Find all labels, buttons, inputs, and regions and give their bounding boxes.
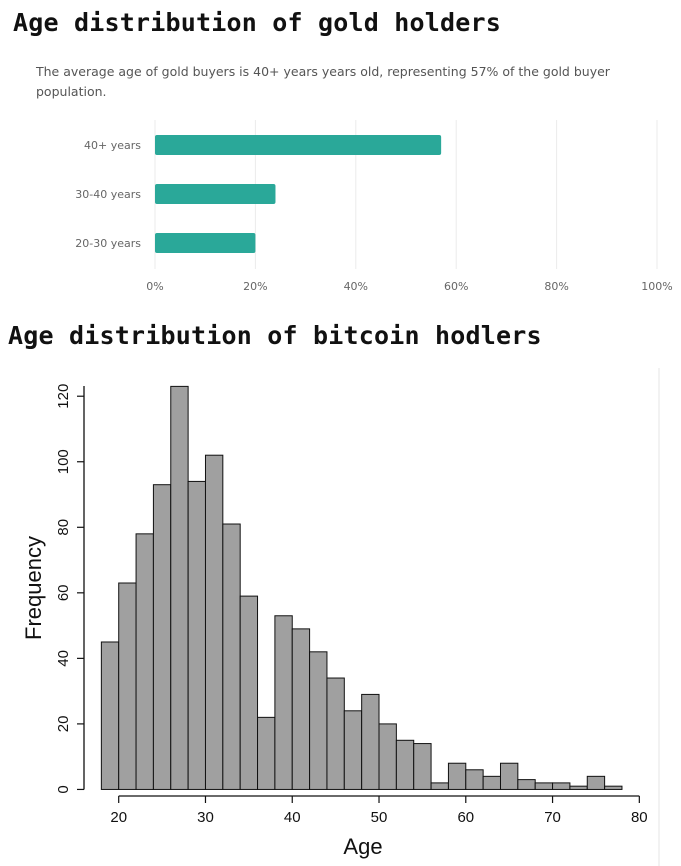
histogram-bar <box>413 743 432 790</box>
x-tick-label: 20% <box>243 280 267 293</box>
histogram-bar <box>100 641 120 790</box>
category-label: 30-40 years <box>75 188 141 201</box>
histogram-bar <box>222 523 241 790</box>
histogram-bar <box>239 595 259 790</box>
histogram-bar <box>170 385 189 790</box>
x-tick-label: 60 <box>457 809 474 826</box>
histogram-bar <box>187 480 206 790</box>
x-tick-label: 40% <box>344 280 368 293</box>
histogram-bar <box>118 582 137 790</box>
histogram-bar <box>604 785 623 790</box>
histogram-bar <box>534 782 554 790</box>
x-tick-label: 20 <box>110 809 127 826</box>
y-tick-label: 80 <box>55 519 72 536</box>
histogram-bar <box>135 533 154 790</box>
gold-bar-chart: 40+ years 30-40 years 20-30 years 0% 20% 40%… <box>75 120 673 293</box>
histogram-bar <box>152 484 172 790</box>
x-tick-label: 60% <box>444 280 468 293</box>
histogram-bar <box>204 454 224 790</box>
bar <box>155 184 276 204</box>
histogram-bar <box>309 651 328 790</box>
histogram-bar <box>447 762 467 790</box>
histogram-bar <box>395 739 415 790</box>
category-label: 40+ years <box>84 139 141 152</box>
bitcoin-histogram: 0 20 40 60 80 100 120 20 30 40 50 60 70 80 Frequency… <box>21 368 660 866</box>
x-tick-label: 0% <box>146 280 163 293</box>
histogram-bar <box>482 775 501 790</box>
gold-chart-description: The average age of gold buyers is 40+ ye… <box>36 64 610 99</box>
histogram-bar <box>257 716 276 790</box>
histogram-bar <box>361 693 380 790</box>
y-tick-label: 100 <box>55 449 72 474</box>
x-tick-label: 50 <box>371 809 388 826</box>
histogram-bar <box>465 769 484 790</box>
histogram-bar <box>291 628 311 790</box>
histogram-bar <box>343 710 363 790</box>
histogram-bar <box>552 782 571 790</box>
y-tick-label: 20 <box>55 716 72 733</box>
histogram-bar <box>499 762 519 790</box>
bar <box>155 135 442 155</box>
histogram-bar <box>274 615 293 790</box>
y-tick-label: 120 <box>55 384 72 409</box>
x-axis-label: Age <box>343 834 382 859</box>
x-tick-label: 80% <box>544 280 568 293</box>
histogram-bar <box>586 775 606 790</box>
bar <box>155 233 256 253</box>
x-tick-label: 100% <box>641 280 672 293</box>
histogram-bar <box>326 677 345 790</box>
histogram-bar <box>517 779 536 790</box>
bitcoin-chart-heading: Age distribution of bitcoin hodlers <box>8 321 542 350</box>
histogram-bar <box>378 723 397 790</box>
y-tick-label: 0 <box>55 785 72 793</box>
y-tick-label: 40 <box>55 650 72 667</box>
histogram-bar <box>430 782 449 790</box>
x-tick-label: 30 <box>197 809 214 826</box>
x-tick-label: 70 <box>544 809 561 826</box>
x-tick-label: 40 <box>284 809 301 826</box>
gold-chart-heading: Age distribution of gold holders <box>13 8 502 37</box>
y-axis-label: Frequency <box>21 536 46 640</box>
y-tick-label: 60 <box>55 584 72 601</box>
category-label: 20-30 years <box>75 237 141 250</box>
histogram-bar <box>569 785 588 790</box>
x-tick-label: 80 <box>631 809 648 826</box>
